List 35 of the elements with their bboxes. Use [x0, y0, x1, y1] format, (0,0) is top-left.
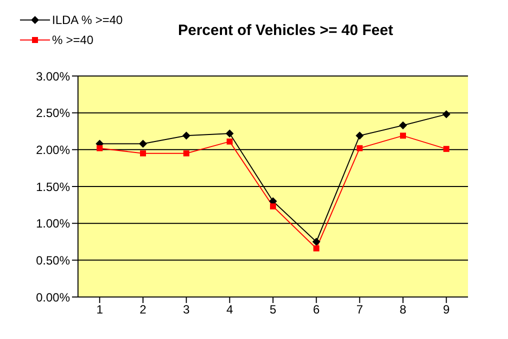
- point: [140, 150, 146, 156]
- point: [226, 129, 234, 138]
- x-tick-label: 2: [140, 302, 147, 317]
- point: [443, 146, 450, 152]
- point: [442, 110, 450, 118]
- x-tick-label: 7: [356, 302, 364, 317]
- legend-label: ILDA % >=40: [52, 13, 123, 27]
- y-tick-label: 3.00%: [36, 69, 70, 84]
- x-tick-label: 5: [270, 302, 277, 317]
- point: [139, 140, 147, 148]
- y-tick-label: 1.50%: [36, 180, 70, 194]
- point: [182, 132, 190, 140]
- legend-label: % >=40: [52, 33, 94, 47]
- point: [399, 121, 407, 130]
- point: [312, 238, 320, 246]
- y-tick-label: 1.00%: [36, 216, 70, 231]
- x-tick-label: 4: [226, 302, 234, 317]
- y-tick-label: 2.50%: [36, 106, 70, 120]
- y-tick-label: 2.00%: [36, 142, 70, 157]
- point: [183, 150, 190, 156]
- x-tick-label: 9: [442, 302, 450, 317]
- point: [226, 138, 233, 145]
- x-tick-label: 3: [182, 302, 190, 317]
- point: [96, 145, 103, 152]
- point: [400, 132, 406, 139]
- x-tick-label: 6: [312, 302, 320, 317]
- y-tick-label: 0.50%: [36, 253, 70, 268]
- y-tick-label: 0.00%: [36, 290, 70, 304]
- x-tick-label: 1: [96, 302, 104, 317]
- point: [356, 145, 363, 152]
- chart-title: Percent of Vehicles >= 40 Feet: [178, 22, 394, 39]
- point: [313, 245, 320, 252]
- point: [356, 132, 364, 140]
- x-tick-label: 8: [400, 302, 407, 317]
- point: [270, 203, 276, 210]
